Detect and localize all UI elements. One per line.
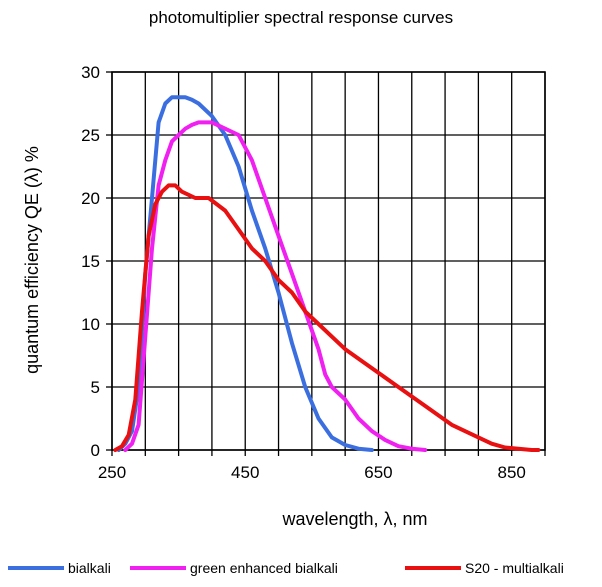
legend-swatch-bialkali xyxy=(8,566,64,570)
x-tick-label: 850 xyxy=(498,463,526,482)
series-line-s20-multialkali xyxy=(113,183,541,452)
x-axis-label: wavelength, λ, nm xyxy=(281,509,427,529)
legend-label-green-enhanced: green enhanced bialkali xyxy=(190,560,338,576)
x-tick-label: 250 xyxy=(98,463,126,482)
legend-item-s20-multialkali: S20 - multialkali xyxy=(405,560,564,576)
legend-label-s20: S20 - multialkali xyxy=(465,560,564,576)
y-tick-label: 10 xyxy=(81,315,100,334)
x-tick-label: 450 xyxy=(231,463,259,482)
legend-item-green-enhanced-bialkali: green enhanced bialkali xyxy=(130,560,338,576)
grid xyxy=(106,71,546,456)
spectral-response-chart: 0 5 10 15 20 25 30 250 450 650 850 wavelength, λ,… xyxy=(22,63,546,529)
series-line-green-enhanced-bialkali xyxy=(123,120,428,452)
y-tick-label: 15 xyxy=(81,252,100,271)
y-tick-label: 20 xyxy=(81,189,100,208)
y-tick-label: 0 xyxy=(91,441,100,460)
y-tick-label: 25 xyxy=(81,126,100,145)
x-tick-labels: 250 450 650 850 xyxy=(98,463,526,482)
x-tick-label: 650 xyxy=(364,463,392,482)
y-tick-label: 5 xyxy=(91,378,100,397)
y-tick-label: 30 xyxy=(81,63,100,82)
chart-title: photomultiplier spectral response curves xyxy=(148,8,454,27)
legend-swatch-s20 xyxy=(405,566,461,570)
legend: bialkali green enhanced bialkali S20 - m… xyxy=(0,560,602,582)
legend-item-bialkali: bialkali xyxy=(8,560,111,576)
y-axis-label: quantum efficiency QE (λ) % xyxy=(22,146,42,374)
y-tick-labels: 0 5 10 15 20 25 30 xyxy=(81,63,100,460)
legend-swatch-green-enhanced xyxy=(130,566,186,570)
legend-label-bialkali: bialkali xyxy=(68,560,111,576)
series-lines xyxy=(113,95,541,452)
